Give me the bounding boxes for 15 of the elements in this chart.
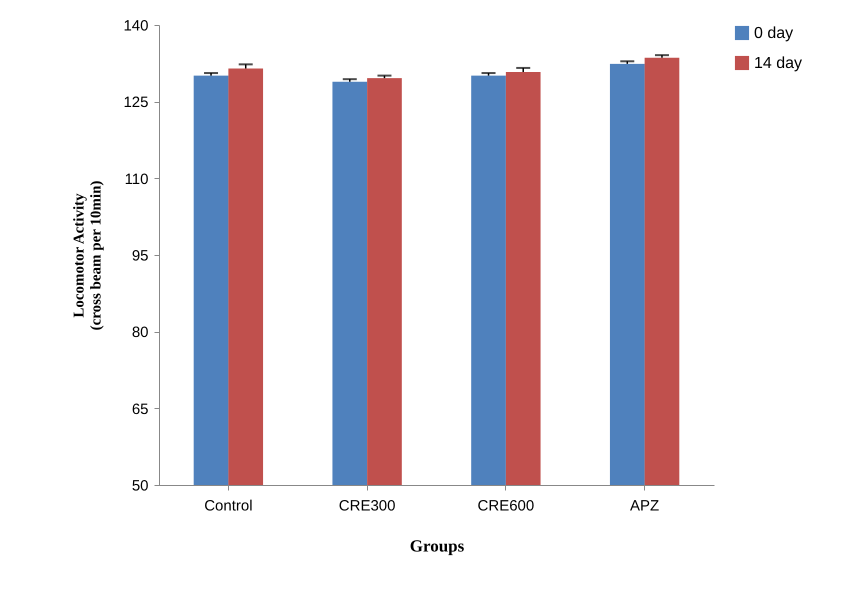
- y-axis-title: Locomotor Activity (cross beam per 10min): [71, 180, 104, 330]
- y-tick-label: 50: [132, 478, 148, 494]
- x-axis-title: Groups: [410, 536, 465, 556]
- y-tick-label: 95: [132, 248, 148, 264]
- x-tick-label: Control: [204, 498, 253, 514]
- x-tick-label: CRE300: [338, 498, 396, 514]
- y-tick-label: 140: [123, 18, 148, 34]
- y-tick-label: 125: [123, 94, 148, 112]
- legend-label: 0 day: [754, 25, 794, 42]
- y-tick-label: 80: [132, 324, 148, 342]
- x-tick-label: CRE600: [478, 498, 534, 514]
- y-tick-label: 65: [132, 400, 148, 418]
- y-tick-label: 110: [124, 170, 148, 188]
- x-tick-label: APZ: [630, 498, 660, 514]
- legend-label: 14 day: [754, 55, 802, 72]
